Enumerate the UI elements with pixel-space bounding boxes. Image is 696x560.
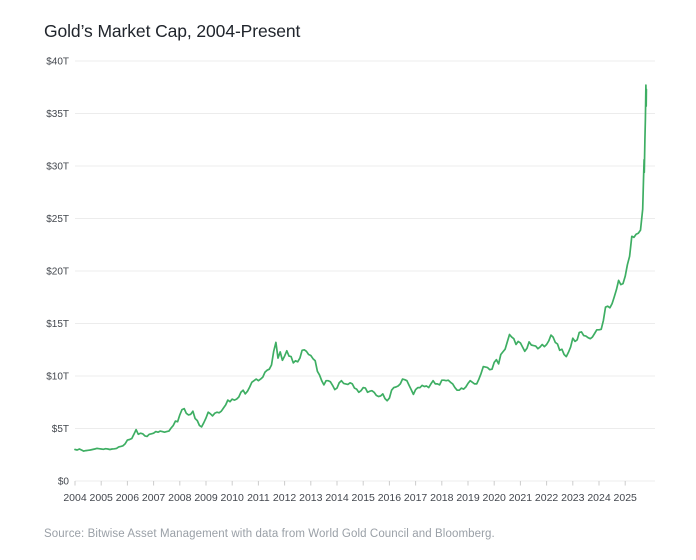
y-tick-label: $35T bbox=[46, 109, 69, 120]
gridlines bbox=[75, 60, 655, 482]
y-tick-label: $40T bbox=[46, 57, 69, 68]
x-tick-label: 2011 bbox=[247, 492, 270, 504]
x-tick-label: 2023 bbox=[561, 492, 585, 504]
x-tick-label: 2012 bbox=[273, 492, 297, 504]
source-note: Source: Bitwise Asset Management with da… bbox=[44, 528, 495, 540]
x-tick-label: 2007 bbox=[142, 492, 166, 504]
y-tick-label: $20T bbox=[46, 267, 69, 278]
x-tick-label: 2022 bbox=[535, 492, 559, 504]
x-tick-label: 2020 bbox=[483, 492, 507, 504]
x-tick-label: 2009 bbox=[194, 492, 218, 504]
x-tick-label: 2004 bbox=[63, 492, 87, 504]
y-tick-label: $15T bbox=[46, 319, 69, 330]
x-tick-label: 2015 bbox=[352, 492, 376, 504]
x-tick-label: 2013 bbox=[299, 492, 323, 504]
y-tick-label: $30T bbox=[46, 162, 69, 173]
y-tick-label: $0 bbox=[58, 477, 70, 488]
x-tick-label: 2016 bbox=[378, 492, 402, 504]
x-tick-label: 2014 bbox=[325, 492, 349, 504]
y-tick-label: $25T bbox=[46, 214, 69, 225]
gold-marketcap-line bbox=[74, 84, 648, 452]
x-tick-label: 2005 bbox=[90, 492, 114, 504]
x-axis-ticks bbox=[74, 481, 626, 486]
x-tick-label: 2025 bbox=[614, 492, 638, 504]
x-tick-label: 2006 bbox=[116, 492, 140, 504]
x-tick-label: 2019 bbox=[456, 492, 480, 504]
y-tick-label: $5T bbox=[52, 424, 69, 435]
x-tick-label: 2008 bbox=[168, 492, 192, 504]
x-tick-label: 2017 bbox=[404, 492, 428, 504]
chart-title: Gold’s Market Cap, 2004-Present bbox=[44, 21, 301, 41]
x-tick-label: 2010 bbox=[221, 492, 245, 504]
y-tick-label: $10T bbox=[46, 372, 69, 383]
x-tick-label: 2021 bbox=[509, 492, 533, 504]
x-tick-label: 2024 bbox=[587, 492, 611, 504]
y-axis-labels: $0 $5T $10T $15T $20T $25T $30T $35T $40T bbox=[46, 57, 69, 488]
x-tick-label: 2018 bbox=[430, 492, 454, 504]
x-axis-labels: 2004 2005 2006 2007 2008 2009 2010 2011 2012 2013… bbox=[63, 492, 637, 504]
